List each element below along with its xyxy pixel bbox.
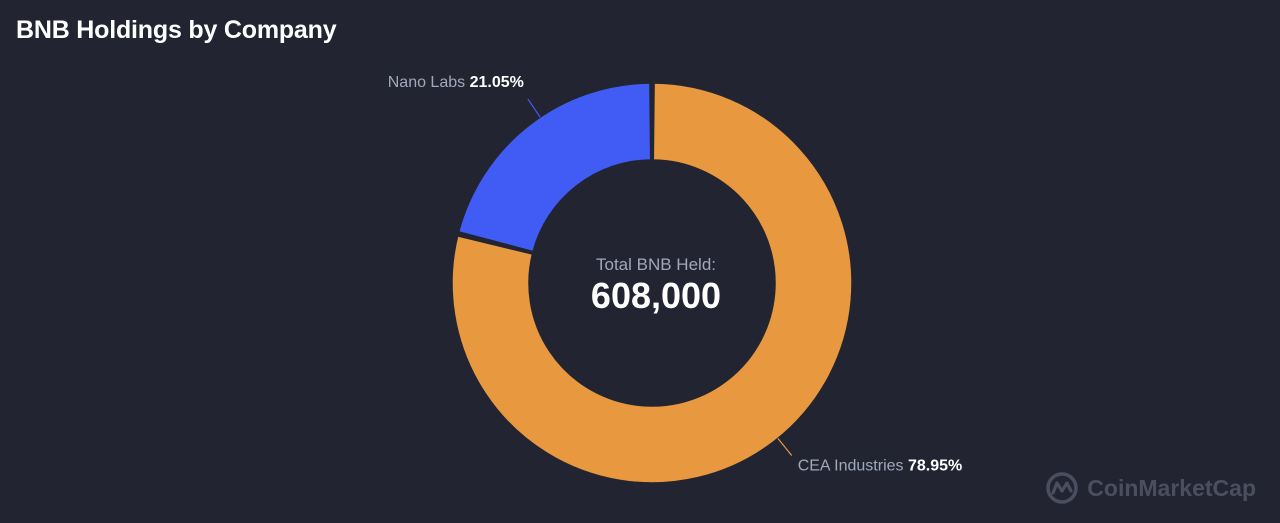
coinmarketcap-logo-icon [1046,472,1079,504]
label-leader-line [527,98,541,118]
slice-label: Nano Labs 21.05% [388,74,524,91]
slice-label-percent: 21.05% [470,74,524,91]
slice-label-name: Nano Labs [388,74,470,91]
slice-cea-industries[interactable] [451,82,853,484]
slice-label-percent: 78.95% [908,458,962,475]
slice-nano-labs[interactable] [457,82,652,253]
slice-label-name: CEA Industries [798,458,908,475]
chart-title: BNB Holdings by Company [16,16,337,44]
center-total-value: 608,000 [591,275,721,316]
slice-labels: CEA Industries 78.95% Nano Labs 21.05% [388,74,963,475]
label-leader-line [777,438,793,456]
watermark: CoinMarketCap [1045,471,1256,505]
donut-slices [451,82,853,484]
center-total-label: Total BNB Held: [596,255,716,274]
watermark-text: CoinMarketCap [1087,474,1256,501]
slice-label: CEA Industries 78.95% [798,458,963,475]
